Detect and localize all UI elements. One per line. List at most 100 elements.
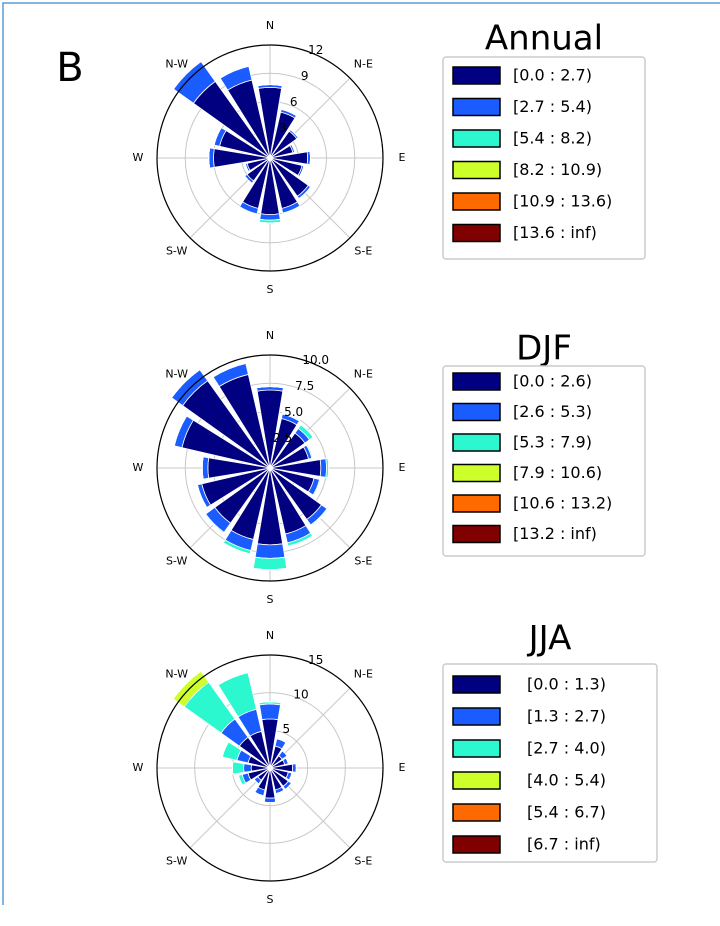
legend-swatch	[452, 402, 501, 422]
direction-label: N-W	[165, 368, 188, 381]
wedge	[223, 542, 251, 555]
legend-label: [2.7 : 4.0)	[527, 739, 606, 758]
wedge	[288, 773, 293, 781]
legend-label: [10.6 : 13.2)	[513, 494, 612, 513]
radial-tick-label: 2.5	[273, 431, 292, 445]
wedge	[259, 213, 281, 221]
legend-swatch	[452, 372, 501, 391]
legend-label: [6.7 : inf)	[527, 835, 601, 854]
legend-swatch	[452, 223, 501, 243]
wedge	[285, 783, 292, 790]
legend-label: [5.4 : 6.7)	[527, 803, 606, 822]
legend-swatch	[452, 524, 501, 544]
frame	[2, 2, 720, 905]
wedge	[285, 757, 289, 764]
wedge	[254, 543, 286, 559]
direction-label: S-W	[166, 244, 188, 257]
legend-label: [4.0 : 5.4)	[527, 771, 606, 790]
direction-label: N-W	[165, 668, 188, 681]
radial-tick-label: 15	[308, 653, 323, 667]
wedge	[201, 456, 210, 480]
legend-label: [7.9 : 10.6)	[513, 463, 602, 482]
legend-label: [8.2 : 10.9)	[513, 160, 602, 179]
direction-label: N-E	[354, 368, 373, 381]
direction-label: N	[266, 629, 274, 642]
direction-label: N-E	[354, 668, 373, 681]
legend-label: [5.3 : 7.9)	[513, 433, 592, 452]
panel-label: B	[56, 45, 83, 91]
radial-tick-label: 12	[308, 43, 323, 57]
wedge	[221, 741, 229, 758]
wedge	[238, 207, 257, 216]
direction-label: W	[133, 461, 144, 474]
direction-label: S-W	[166, 854, 188, 867]
grid-circle	[184, 72, 356, 244]
wedge	[256, 386, 284, 389]
direction-label: S	[267, 893, 274, 906]
wedge	[275, 790, 285, 795]
legend-label: [13.6 : inf)	[513, 223, 597, 242]
legend-label: [2.6 : 5.3)	[513, 402, 592, 421]
wedge	[243, 763, 252, 773]
direction-label: S-E	[354, 854, 372, 867]
wedge	[259, 701, 281, 704]
wedge	[173, 61, 202, 90]
wedge	[219, 65, 249, 79]
legend-swatch	[452, 129, 501, 148]
direction-label: S-E	[354, 554, 372, 567]
wedge	[311, 509, 329, 527]
radial-tick-label: 7.5	[295, 379, 314, 393]
wedge	[263, 797, 277, 804]
legend-label: [0.0 : 2.7)	[513, 66, 592, 85]
legend-label: [5.4 : 8.2)	[513, 129, 592, 148]
legend-swatch	[452, 739, 501, 758]
outer-circle	[156, 654, 384, 882]
legend-swatch	[452, 835, 501, 854]
wedge	[244, 163, 249, 172]
direction-label: N-W	[165, 58, 188, 71]
radial-tick-label: 9	[301, 69, 309, 83]
legend-title: Annual	[485, 19, 603, 59]
legend-label: [0.0 : 2.6)	[513, 372, 592, 391]
legend-title: JJA	[527, 619, 572, 659]
wedge	[319, 458, 327, 478]
legend-label: [1.3 : 2.7)	[527, 707, 606, 726]
direction-label: N-E	[354, 58, 373, 71]
wedge	[259, 703, 281, 721]
wedge	[291, 144, 296, 153]
wedge	[171, 369, 200, 398]
wedge	[299, 165, 305, 177]
wedge	[213, 127, 222, 146]
wedge	[231, 761, 245, 775]
legend-swatch	[452, 707, 501, 726]
radial-tick-label: 5	[282, 722, 290, 736]
wedge	[309, 151, 311, 165]
direction-label: S-E	[354, 244, 372, 257]
wedge	[212, 363, 246, 378]
legend-label: [13.2 : inf)	[513, 524, 597, 543]
grid-circle	[194, 692, 346, 844]
legend-swatch	[452, 66, 501, 85]
wedge	[204, 514, 224, 534]
wedge	[281, 108, 297, 116]
radial-tick-label: 5.0	[284, 405, 303, 419]
legend-swatch	[452, 97, 501, 117]
radial-tick-label: 3	[279, 121, 287, 135]
legend-swatch	[452, 160, 501, 180]
radial-tick-label: 10	[293, 687, 308, 701]
wedge	[252, 556, 288, 571]
outer-circle	[156, 354, 384, 582]
legend-swatch	[452, 463, 501, 483]
wedge	[291, 763, 297, 773]
direction-label: N	[266, 329, 274, 342]
legend-label: [10.9 : 13.6)	[513, 192, 612, 211]
direction-label: E	[399, 151, 406, 164]
wedge	[208, 147, 215, 169]
wedge	[231, 761, 234, 775]
direction-label: S	[267, 283, 274, 296]
direction-label: N	[266, 19, 274, 32]
direction-label: E	[399, 461, 406, 474]
legend-swatch	[452, 803, 501, 822]
legend-swatch	[452, 192, 501, 211]
